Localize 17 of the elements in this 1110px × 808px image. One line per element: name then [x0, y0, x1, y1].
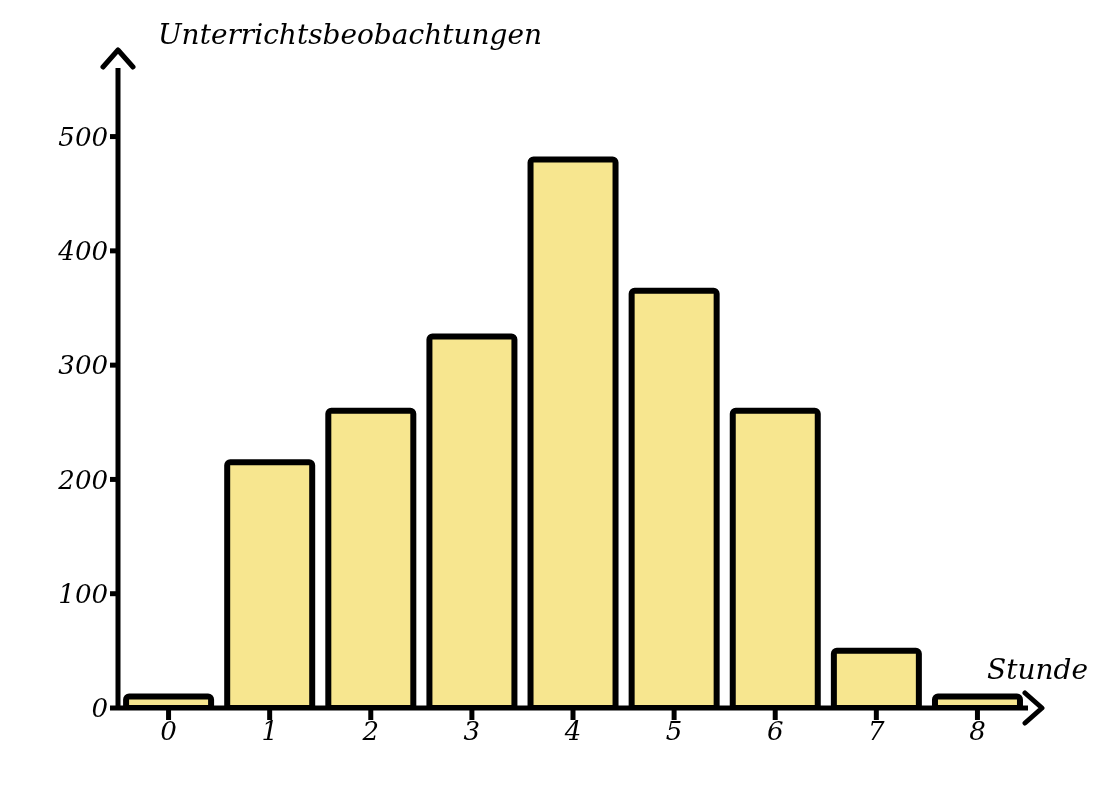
- x-axis-title: Stunde: [987, 653, 1088, 686]
- x-tick-label: 7: [868, 716, 886, 747]
- x-tick-label: 5: [665, 716, 683, 747]
- y-tick-label: 100: [58, 578, 108, 609]
- y-tick-label: 400: [57, 236, 108, 267]
- x-tick-label: 3: [463, 716, 481, 747]
- y-tick-label: 300: [58, 350, 108, 381]
- x-tick-label: 2: [361, 716, 380, 747]
- y-tick-label: 500: [58, 121, 108, 152]
- x-tick-label: 6: [766, 716, 784, 747]
- x-tick-label: 4: [563, 716, 582, 747]
- x-tick-label: 1: [261, 716, 278, 747]
- y-tick-label: 200: [57, 464, 108, 495]
- y-axis-title: Unterrichtsbeobachtungen: [158, 18, 543, 51]
- y-tick-label: 0: [91, 693, 108, 724]
- x-tick-label: 0: [160, 716, 177, 747]
- x-tick-label: 8: [969, 716, 986, 747]
